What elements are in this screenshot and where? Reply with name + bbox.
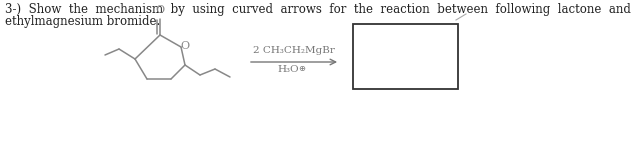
Bar (353, 24, 458, 89)
Text: O: O (156, 5, 165, 15)
Text: 2 CH₃CH₂MgBr: 2 CH₃CH₂MgBr (253, 46, 335, 55)
Text: 3-)  Show  the  mechanism  by  using  curved  arrows  for  the  reaction  betwee: 3-) Show the mechanism by using curved a… (5, 3, 631, 16)
Text: ⊕: ⊕ (299, 64, 306, 73)
Text: O: O (180, 41, 189, 51)
Text: ethylmagnesium bromide.: ethylmagnesium bromide. (5, 15, 160, 28)
Text: H₃O: H₃O (277, 65, 299, 74)
